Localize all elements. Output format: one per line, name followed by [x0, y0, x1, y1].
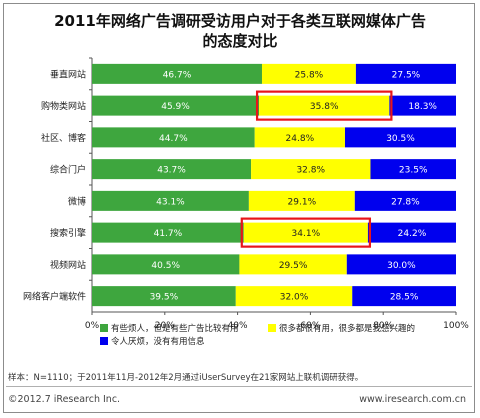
data-label: 32.8% [296, 166, 325, 176]
x-tick-label: 20% [155, 321, 175, 331]
legend-item: 有些烦人，但是有些广告比较有用 [100, 322, 239, 334]
bar-segment [354, 190, 456, 211]
sample-footnote: 样本：N=1110；于2011年11月-2012年2月通过iUserSurvey… [8, 373, 364, 383]
bar-segment [92, 95, 260, 116]
bar-segment [355, 63, 456, 84]
legend-swatch [268, 324, 276, 332]
data-label: 43.7% [157, 166, 186, 176]
bar-segment [261, 63, 356, 84]
bar-segment [254, 127, 345, 148]
data-label: 18.3% [408, 102, 437, 112]
x-tick-label: 80% [373, 321, 393, 331]
data-label: 41.7% [154, 229, 183, 239]
highlight-box [255, 90, 393, 121]
data-label: 23.5% [399, 166, 428, 176]
legend-swatch [100, 324, 108, 332]
copyright-text: ©2012.7 iResearch Inc. [8, 394, 121, 405]
bar-segment [248, 190, 355, 211]
legend-label: 令人厌烦，没有有用信息 [111, 337, 205, 347]
x-tick-label: 0% [85, 321, 100, 331]
data-label: 45.9% [161, 102, 190, 112]
bar-segment [243, 222, 368, 243]
data-label: 43.1% [156, 197, 185, 207]
category-label: 综合门户 [50, 164, 86, 176]
category-label: 垂直网站 [50, 68, 86, 80]
bar-segment [92, 254, 240, 275]
bar-segment [92, 159, 252, 180]
bar-segment [235, 286, 353, 307]
bar-segment [251, 159, 371, 180]
bar-segment [370, 159, 456, 180]
legend-swatch [100, 337, 108, 345]
legend-label: 有些烦人，但是有些广告比较有用 [111, 324, 239, 334]
bar-segment [367, 222, 456, 243]
category-label: 搜索引擎 [50, 227, 86, 239]
bar-segment [92, 222, 244, 243]
data-label: 40.5% [151, 261, 180, 271]
data-label: 35.8% [310, 102, 339, 112]
data-label: 29.5% [279, 261, 308, 271]
data-label: 34.1% [292, 229, 321, 239]
category-label: 微博 [68, 195, 86, 207]
bar-segment [352, 286, 456, 307]
bar-segment [92, 127, 255, 148]
legend-item: 令人厌烦，没有有用信息 [100, 335, 205, 347]
stacked-bar-chart: 0% 20% 40% 60% 80% 100% 垂直网站 46.7% 25.8% 27.5% 购物类… [23, 57, 469, 331]
data-label: 24.2% [398, 229, 427, 239]
bar-segment [92, 286, 236, 307]
category-label: 购物类网站 [41, 100, 86, 112]
x-tick-label: 100% [443, 321, 469, 331]
legend-item: 很多都很有用，很多都是我感兴趣的 [268, 322, 415, 334]
website-url: www.iresearch.com.cn [359, 394, 466, 405]
data-label: 39.5% [150, 293, 179, 303]
bar-segment [344, 127, 456, 148]
chart-title: 2011年网络广告调研受访用户对于各类互联网媒体广告 [54, 12, 426, 30]
highlight-box [240, 217, 372, 248]
data-label: 27.5% [392, 70, 421, 80]
bar-segment [389, 95, 456, 116]
data-label: 30.5% [386, 134, 415, 144]
data-label: 32.0% [280, 293, 309, 303]
bar-segment [239, 254, 347, 275]
data-label: 44.7% [159, 134, 188, 144]
bar-segment [259, 95, 390, 116]
data-label: 29.1% [288, 197, 317, 207]
category-label: 网络客户端软件 [23, 291, 86, 303]
data-label: 30.0% [387, 261, 416, 271]
bar-segment [92, 63, 262, 84]
data-label: 27.8% [391, 197, 420, 207]
data-label: 25.8% [295, 70, 324, 80]
x-tick-label: 40% [228, 321, 248, 331]
bar-segment [346, 254, 456, 275]
footer-divider [6, 386, 472, 387]
category-label: 视频网站 [50, 259, 86, 271]
data-label: 24.8% [286, 134, 315, 144]
x-tick-label: 60% [300, 321, 320, 331]
legend-label: 很多都很有用，很多都是我感兴趣的 [279, 324, 416, 334]
data-label: 46.7% [163, 70, 192, 80]
bar-segment [92, 190, 249, 211]
data-label: 28.5% [390, 293, 419, 303]
chart-subtitle: 的态度对比 [202, 32, 278, 50]
category-label: 社区、博客 [41, 132, 86, 144]
